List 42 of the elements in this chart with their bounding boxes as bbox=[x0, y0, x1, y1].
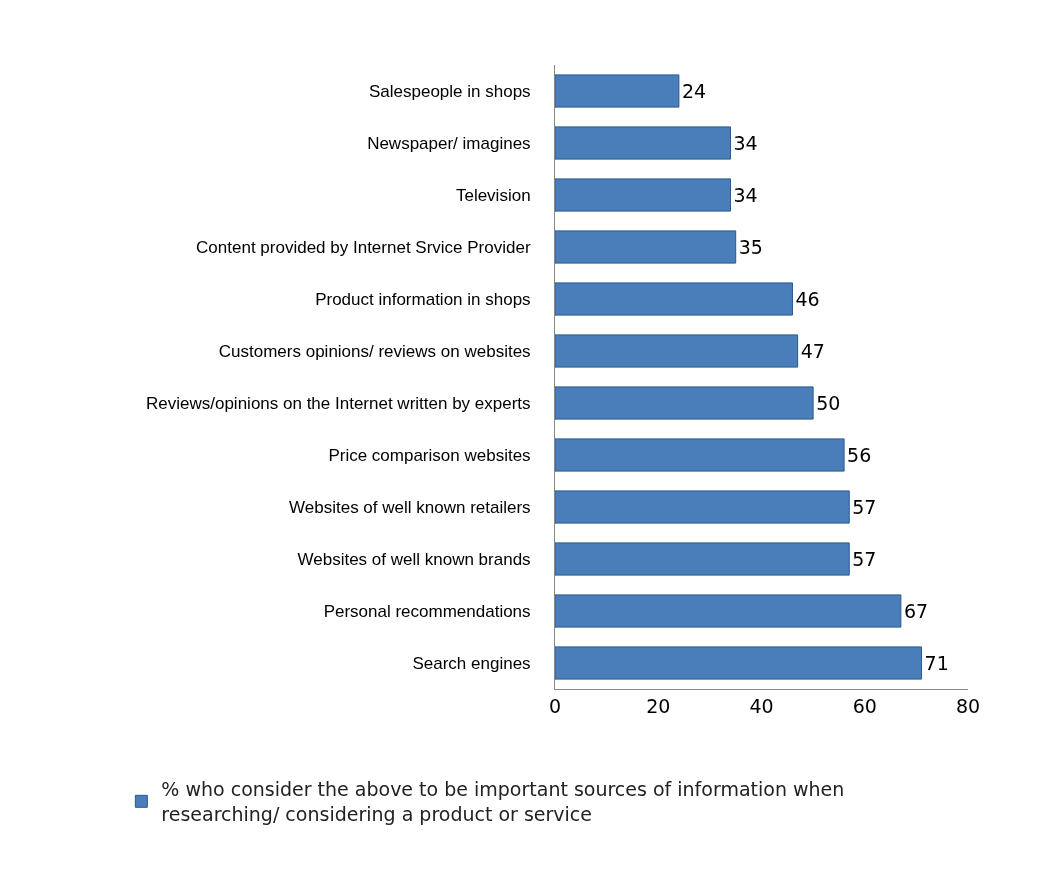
bar bbox=[555, 178, 732, 212]
data-label: 24 bbox=[681, 80, 707, 102]
data-label: 67 bbox=[903, 600, 929, 622]
bar bbox=[555, 542, 850, 576]
bar bbox=[555, 334, 799, 368]
x-tick-label: 60 bbox=[852, 694, 877, 717]
y-tick-label: Content provided by Internet Srvice Provider bbox=[196, 237, 531, 257]
bar bbox=[555, 74, 680, 108]
data-label: 57 bbox=[852, 496, 877, 518]
legend-label: % who consider the above to be important sources of information when researching/ considering a product or service bbox=[161, 778, 845, 826]
data-label: 46 bbox=[795, 288, 820, 310]
data-label: 34 bbox=[733, 132, 758, 154]
data-label: 47 bbox=[800, 340, 825, 362]
bar bbox=[555, 126, 732, 160]
data-label: 34 bbox=[733, 184, 758, 206]
data-label: 35 bbox=[738, 236, 763, 258]
y-tick-label: Reviews/opinions on the Internet written by experts bbox=[146, 393, 531, 413]
y-tick-label: Salespeople in shops bbox=[368, 81, 531, 101]
bar bbox=[555, 386, 814, 420]
data-label: 57 bbox=[852, 548, 877, 570]
bar bbox=[555, 646, 923, 680]
y-tick-label: Price comparison websites bbox=[328, 445, 531, 465]
x-tick-label: 80 bbox=[955, 694, 981, 717]
y-tick-label: Websites of well known retailers bbox=[289, 497, 531, 517]
y-tick-label: Websites of well known brands bbox=[297, 549, 531, 569]
data-label: 50 bbox=[816, 392, 841, 414]
y-tick-label: Personal recommendations bbox=[323, 601, 531, 621]
y-tick-label: Newspaper/ imagines bbox=[367, 133, 531, 153]
y-tick-label: Product information in shops bbox=[315, 289, 531, 309]
x-tick-label: 20 bbox=[646, 694, 671, 717]
bar bbox=[555, 282, 793, 316]
bar bbox=[555, 230, 737, 264]
bar bbox=[555, 490, 850, 524]
y-tick-label: Search engines bbox=[412, 653, 531, 673]
bar bbox=[555, 594, 902, 628]
data-label: 71 bbox=[924, 652, 949, 674]
data-label: 56 bbox=[847, 444, 872, 466]
x-tick-label: 40 bbox=[749, 694, 774, 717]
x-tick-label: 0 bbox=[548, 694, 562, 717]
y-tick-label: Customers opinions/ reviews on websites bbox=[218, 341, 531, 361]
y-tick-label: Television bbox=[455, 185, 531, 205]
bar bbox=[555, 438, 845, 472]
